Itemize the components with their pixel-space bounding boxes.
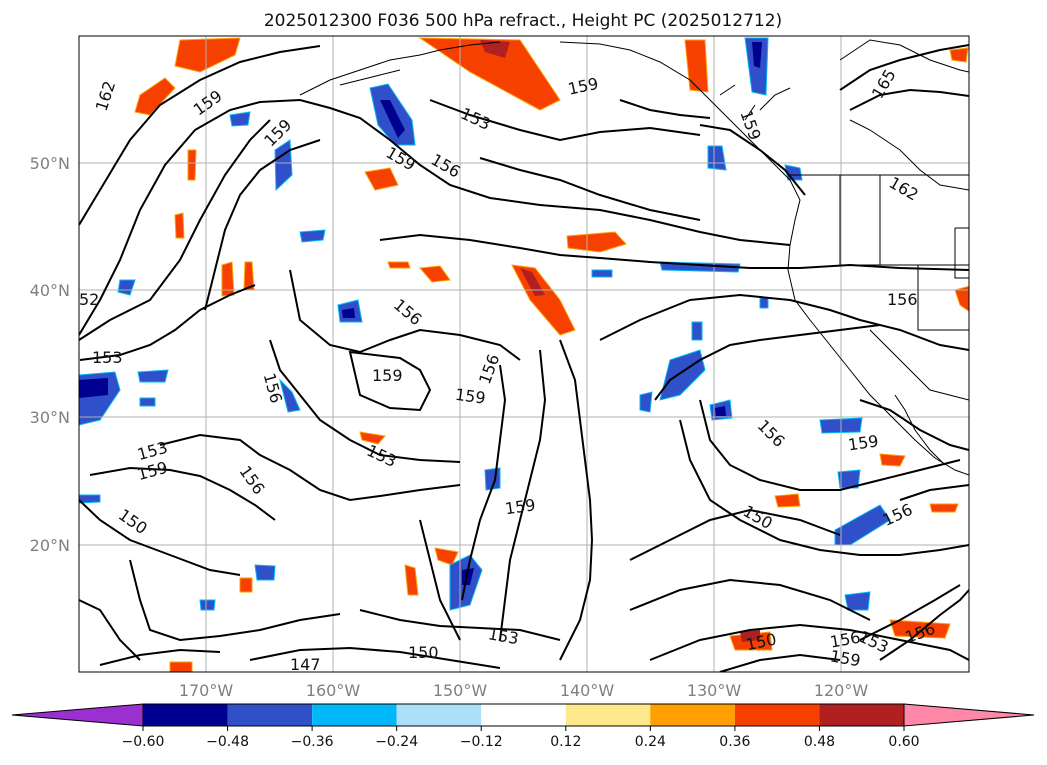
lon-label: 150°W <box>433 681 488 700</box>
colorbar-segment <box>227 704 313 726</box>
latitude-labels: 50°N 40°N 30°N 20°N <box>30 154 70 555</box>
anomaly-patch <box>520 268 545 296</box>
anomaly-patch <box>342 308 355 318</box>
lon-label: 130°W <box>687 681 742 700</box>
anomaly-patch <box>137 369 169 383</box>
map-area: 162 159 159 153 159 156 159 159 165 162 … <box>79 36 969 674</box>
anomaly-patch <box>239 577 253 593</box>
colorbar-tick-label: 0.12 <box>550 734 581 750</box>
contour-label: 153 <box>92 348 123 367</box>
colorbar-tick-label: 0.60 <box>888 734 919 750</box>
anomaly-patch <box>707 145 727 171</box>
anomaly-patch <box>418 265 451 283</box>
colorbar-segment <box>819 704 904 726</box>
contour-label: 150 <box>408 643 439 662</box>
contour-label: 159 <box>454 385 487 408</box>
colorbar-segment <box>734 704 820 726</box>
anomaly-patch <box>79 378 108 398</box>
colorbar-tick-label: 0.24 <box>635 734 666 750</box>
anomaly-patch <box>404 564 419 596</box>
lat-label: 40°N <box>30 281 70 300</box>
contour-label: 52 <box>79 290 99 309</box>
anomaly-patch <box>639 391 653 413</box>
colorbar-extend-low <box>11 703 144 727</box>
colorbar-tick-label: 0.48 <box>804 734 835 750</box>
colorbar-segment <box>396 704 482 726</box>
anomaly-patch <box>740 630 760 642</box>
lat-label: 30°N <box>30 408 70 427</box>
anomaly-patch <box>380 100 405 138</box>
colorbar-tick-label: 0.36 <box>719 734 750 750</box>
colorbar-tick-label: −0.48 <box>206 734 249 750</box>
colorbar-extend-high <box>903 703 1035 727</box>
anomaly-patch <box>79 494 101 504</box>
colorbar-frame <box>142 703 905 727</box>
anomaly-patch <box>759 297 769 309</box>
colorbar: −0.60 −0.48 −0.36 −0.24 −0.12 0.12 0.24 0.36 0.4… <box>11 703 1035 750</box>
anomaly-patch <box>187 149 197 181</box>
colorbar-segment <box>650 704 735 726</box>
chart-title: 2025012300 F036 500 hPa refract., Height… <box>264 11 782 31</box>
graticule <box>79 36 969 672</box>
colorbar-segment <box>143 704 228 726</box>
lat-label: 20°N <box>30 536 70 555</box>
anomaly-patch <box>834 504 891 546</box>
longitude-labels: 170°W 160°W 150°W 140°W 130°W 120°W <box>179 681 869 700</box>
anomaly-patch <box>139 397 156 407</box>
anomaly-patch <box>511 264 576 336</box>
colorbar-tick-label: −0.36 <box>291 734 334 750</box>
map-frame <box>78 35 970 673</box>
anomaly-patch <box>134 77 176 116</box>
lon-label: 160°W <box>306 681 361 700</box>
anomaly-patch <box>879 453 906 467</box>
anomaly-patch <box>169 661 193 672</box>
anomaly-patch <box>299 229 326 243</box>
anomaly-patch <box>117 279 136 296</box>
colorbar-segment <box>312 704 397 726</box>
anomaly-patch <box>684 39 709 93</box>
contour-label: 147 <box>290 655 321 674</box>
anomaly-patch <box>566 231 627 253</box>
lon-label: 140°W <box>560 681 615 700</box>
anomaly-patch <box>480 40 510 58</box>
lat-label: 50°N <box>30 154 70 173</box>
anomaly-patch <box>844 591 871 611</box>
colorbar-tick-label: −0.12 <box>460 734 503 750</box>
anomaly-patch <box>174 37 241 73</box>
anomaly-patch <box>279 378 301 413</box>
anomaly-patch <box>364 167 399 191</box>
anomaly-patch <box>174 212 185 239</box>
contour-label: 159 <box>847 431 880 454</box>
anomaly-patch <box>387 261 411 269</box>
colorbar-segment <box>565 704 651 726</box>
contour-label: 159 <box>372 366 403 385</box>
anomaly-patch <box>418 37 561 111</box>
anomaly-patch <box>752 42 762 68</box>
anomaly-fill-layer <box>79 37 969 672</box>
colorbar-tick-label: −0.24 <box>375 734 418 750</box>
contour-label: 159 <box>504 495 537 518</box>
anomaly-patch <box>954 285 969 312</box>
anomaly-patch <box>837 469 861 489</box>
anomaly-patch <box>929 503 959 513</box>
anomaly-patch <box>221 261 235 297</box>
anomaly-patch <box>199 599 216 611</box>
colorbar-segment <box>481 704 566 726</box>
height-contours <box>79 44 969 672</box>
lon-label: 170°W <box>179 681 234 700</box>
lon-label: 120°W <box>814 681 869 700</box>
colorbar-tick-label: −0.60 <box>122 734 165 750</box>
anomaly-patch <box>715 406 726 416</box>
anomaly-patch <box>949 47 969 63</box>
anomaly-patch <box>691 321 703 341</box>
anomaly-patch <box>774 493 801 508</box>
anomaly-patch <box>359 431 386 445</box>
contour-label: 156 <box>887 290 918 309</box>
anomaly-patch <box>229 111 251 127</box>
anomaly-patch <box>659 349 706 401</box>
anomaly-patch <box>591 269 613 278</box>
anomaly-patch <box>254 564 276 581</box>
